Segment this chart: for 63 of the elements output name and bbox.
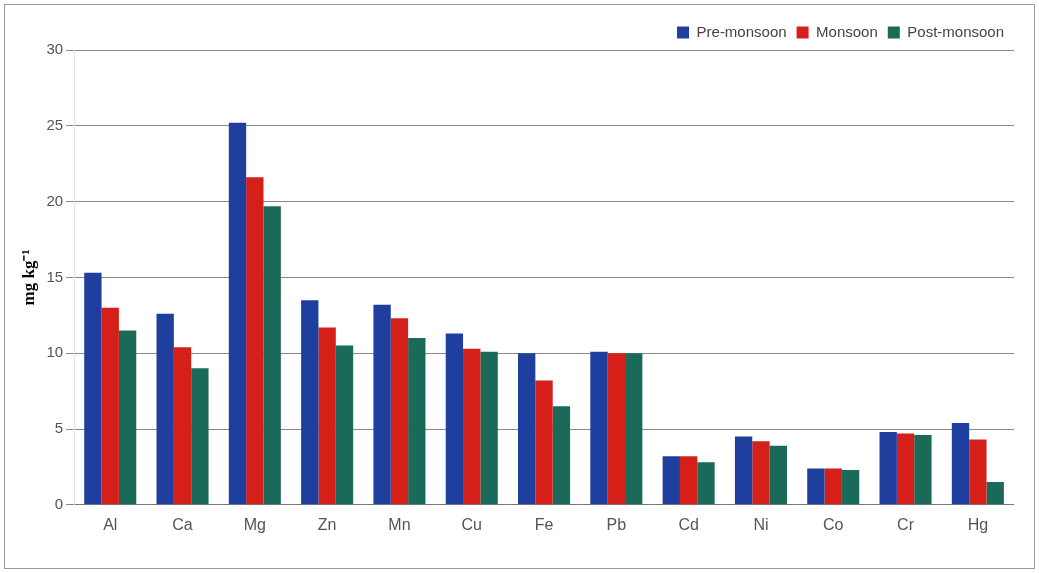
- x-tick-label: Ca: [172, 515, 193, 533]
- bar: [824, 468, 842, 505]
- y-axis-title: mg kg⁻¹: [18, 249, 38, 306]
- legend-label: Pre-monsoon: [696, 22, 787, 40]
- bar: [263, 206, 281, 505]
- bar: [84, 272, 102, 505]
- bar: [679, 456, 698, 505]
- bar: [879, 432, 897, 505]
- bar: [697, 462, 715, 505]
- bar: [101, 307, 119, 505]
- x-tick-label: Hg: [967, 515, 989, 533]
- x-tick-label: Co: [823, 515, 844, 533]
- bar: [986, 482, 1004, 505]
- bar: [445, 333, 464, 505]
- bar: [408, 338, 426, 505]
- bar: [914, 435, 932, 505]
- legend-label: Post-monsoon: [907, 22, 1004, 40]
- y-tick-label: 0: [54, 494, 64, 512]
- bar: [480, 351, 498, 505]
- x-tick-label: Cd: [678, 515, 699, 533]
- bar: [969, 439, 987, 505]
- bar: [518, 353, 536, 505]
- bar: [246, 177, 264, 505]
- x-tick-label: Mg: [243, 515, 266, 533]
- bar: [590, 351, 608, 505]
- y-tick-label: 5: [54, 419, 64, 437]
- bar: [318, 327, 336, 505]
- y-tick-label: 20: [46, 191, 64, 209]
- bar: [373, 304, 391, 505]
- bar: [390, 318, 409, 505]
- bar: [896, 433, 915, 505]
- bar: [662, 456, 680, 505]
- bar: [173, 347, 192, 505]
- bar: [463, 348, 481, 505]
- y-tick-label: 25: [46, 115, 64, 133]
- bar: [535, 380, 553, 505]
- legend-label: Monsoon: [816, 22, 878, 40]
- y-tick-label: 30: [46, 40, 64, 58]
- bar: [301, 300, 319, 505]
- x-tick-label: Pb: [606, 515, 627, 533]
- x-tick-label: Ni: [753, 515, 769, 533]
- bar: [625, 353, 643, 505]
- x-tick-label: Fe: [534, 515, 554, 533]
- bar: [769, 445, 787, 505]
- bar: [734, 436, 753, 505]
- y-tick-label: 10: [46, 343, 64, 361]
- bar: [228, 122, 247, 505]
- bar: [191, 368, 209, 505]
- bar: [156, 313, 174, 505]
- x-tick-label: Cu: [461, 515, 482, 533]
- x-tick-label: Al: [103, 515, 118, 533]
- bar: [951, 422, 970, 505]
- bar: [335, 345, 354, 505]
- x-tick-label: Mn: [388, 515, 411, 533]
- y-tick-label: 15: [46, 267, 64, 285]
- bar: [118, 330, 137, 505]
- bar: [607, 353, 626, 505]
- bar: [552, 406, 571, 505]
- x-tick-label: Cr: [897, 515, 915, 533]
- bar: [752, 441, 770, 505]
- bar: [807, 468, 825, 505]
- x-tick-label: Zn: [317, 515, 337, 533]
- bar: [841, 469, 860, 505]
